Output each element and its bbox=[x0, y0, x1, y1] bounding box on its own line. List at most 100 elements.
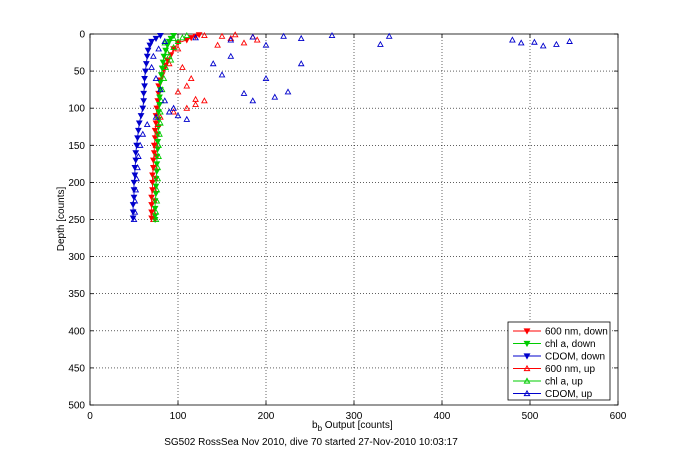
data-point bbox=[136, 141, 144, 148]
legend-label: chl a, down bbox=[545, 339, 596, 350]
data-point bbox=[134, 164, 141, 171]
data-point bbox=[170, 34, 177, 41]
data-point bbox=[130, 194, 138, 201]
data-point bbox=[179, 34, 186, 41]
data-point bbox=[160, 74, 168, 82]
x-tick-label: 0 bbox=[87, 411, 93, 422]
data-point bbox=[157, 79, 164, 86]
data-point bbox=[148, 194, 155, 201]
y-tick-label: 0 bbox=[79, 30, 85, 41]
data-point bbox=[227, 34, 235, 41]
data-point bbox=[209, 60, 217, 67]
y-axis-label: Depth [counts] bbox=[56, 187, 67, 252]
data-point bbox=[135, 120, 143, 127]
legend-box bbox=[507, 321, 611, 401]
data-point bbox=[155, 152, 163, 159]
data-point bbox=[139, 105, 147, 112]
data-point bbox=[137, 113, 145, 120]
legend-label: CDOM, up bbox=[545, 389, 593, 400]
y-tick-label: 350 bbox=[68, 289, 85, 300]
data-point bbox=[231, 31, 239, 38]
data-point bbox=[249, 97, 257, 104]
data-point bbox=[131, 172, 139, 179]
data-point bbox=[201, 31, 208, 39]
data-point bbox=[174, 112, 182, 119]
y-tick-label: 150 bbox=[68, 141, 85, 152]
legend-marker bbox=[523, 340, 531, 348]
data-point bbox=[146, 42, 154, 49]
data-point bbox=[152, 113, 160, 120]
data-point bbox=[170, 104, 177, 111]
data-point bbox=[135, 152, 142, 159]
plot-series bbox=[129, 31, 573, 224]
legend-label: CDOM, down bbox=[545, 352, 605, 363]
data-point bbox=[187, 74, 195, 82]
data-point bbox=[157, 32, 164, 40]
data-point bbox=[133, 142, 141, 149]
data-point bbox=[130, 215, 138, 223]
data-point bbox=[131, 208, 139, 215]
data-point bbox=[151, 205, 159, 212]
data-point bbox=[157, 113, 164, 120]
data-point bbox=[253, 36, 261, 43]
data-point bbox=[192, 100, 199, 108]
data-point bbox=[153, 186, 161, 193]
legend-marker bbox=[523, 377, 531, 384]
data-point bbox=[531, 38, 538, 45]
data-point bbox=[240, 39, 248, 46]
data-point bbox=[183, 115, 191, 122]
data-point bbox=[262, 74, 270, 82]
x-tick-label: 600 bbox=[610, 411, 627, 422]
data-point bbox=[142, 61, 150, 68]
series-line bbox=[132, 35, 161, 219]
data-point bbox=[131, 197, 139, 204]
axis-ticks: 0 100 200 300 400 500 600 0 50 100 150 200 250 300 350… bbox=[68, 30, 626, 423]
data-point bbox=[156, 130, 163, 137]
y-tick-label: 450 bbox=[68, 363, 85, 374]
data-point bbox=[297, 34, 305, 41]
data-point bbox=[152, 208, 160, 215]
data-point bbox=[214, 41, 221, 48]
data-point bbox=[142, 68, 149, 75]
legend-label: 600 nm, down bbox=[545, 327, 608, 338]
data-point bbox=[162, 63, 170, 70]
series-4 bbox=[152, 31, 191, 223]
data-point bbox=[218, 71, 226, 78]
legend-marker bbox=[523, 328, 531, 335]
y-tick-label: 300 bbox=[68, 252, 85, 263]
x-tick-label: 200 bbox=[258, 411, 275, 422]
data-point bbox=[192, 34, 199, 41]
data-point bbox=[328, 31, 336, 39]
data-point bbox=[143, 53, 151, 60]
data-point bbox=[161, 37, 169, 44]
data-point bbox=[553, 40, 560, 47]
data-point bbox=[141, 83, 148, 90]
data-point bbox=[154, 98, 162, 105]
data-point bbox=[155, 141, 163, 148]
data-point bbox=[151, 127, 159, 134]
data-point bbox=[134, 135, 141, 142]
y-tick-label: 200 bbox=[68, 178, 85, 189]
data-point bbox=[141, 75, 148, 83]
data-point bbox=[157, 97, 165, 104]
data-point bbox=[152, 74, 160, 82]
data-point bbox=[144, 47, 152, 54]
data-point bbox=[183, 82, 191, 89]
data-point bbox=[227, 36, 235, 43]
data-point bbox=[154, 139, 162, 146]
data-point bbox=[160, 53, 168, 60]
data-point bbox=[284, 88, 292, 95]
data-point bbox=[165, 52, 173, 59]
data-point bbox=[152, 113, 160, 120]
data-point bbox=[161, 39, 169, 46]
data-point bbox=[152, 183, 160, 190]
data-point bbox=[153, 161, 161, 168]
data-point bbox=[132, 150, 140, 157]
data-point bbox=[139, 130, 147, 137]
data-point bbox=[566, 37, 573, 44]
data-point bbox=[150, 150, 158, 157]
data-point bbox=[148, 63, 155, 70]
data-point bbox=[539, 42, 547, 49]
